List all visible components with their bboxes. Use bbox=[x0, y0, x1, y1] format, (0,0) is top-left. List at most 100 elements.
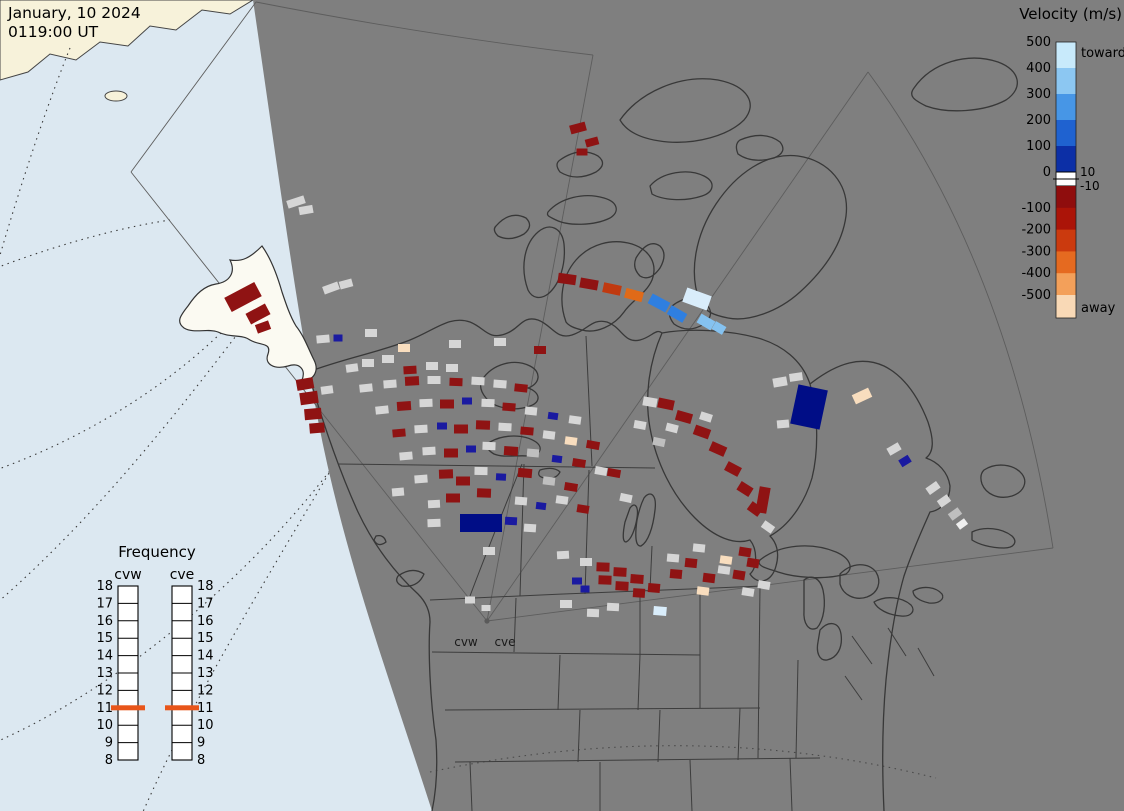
velocity-tick-label: -400 bbox=[1021, 266, 1051, 281]
frequency-tick-label: 16 bbox=[96, 614, 113, 629]
velocity-tick-label: -200 bbox=[1021, 223, 1051, 238]
frequency-tick-label: 15 bbox=[197, 631, 214, 646]
velocity-cell bbox=[440, 399, 454, 409]
velocity-cell bbox=[580, 585, 590, 593]
frequency-tick-label: 18 bbox=[197, 579, 214, 594]
small-island bbox=[104, 90, 128, 102]
velocity-cell bbox=[498, 422, 512, 432]
velocity-cell bbox=[446, 364, 458, 372]
velocity-cell bbox=[322, 281, 340, 295]
velocity-cell bbox=[426, 362, 438, 370]
velocity-cell bbox=[476, 488, 492, 498]
frequency-panel: Frequency cvw cve 1817161514131211109818… bbox=[96, 543, 213, 768]
velocity-cell bbox=[494, 338, 506, 346]
velocity-legend-title: Velocity (m/s) bbox=[1019, 5, 1122, 23]
velocity-zero-tick-label: 10 bbox=[1080, 165, 1095, 179]
velocity-cell bbox=[514, 496, 528, 506]
frequency-column-label-cve: cve bbox=[170, 567, 195, 583]
velocity-cell bbox=[556, 550, 570, 560]
velocity-cell bbox=[495, 473, 507, 481]
frequency-tick-label: 12 bbox=[197, 683, 214, 698]
velocity-cell bbox=[414, 424, 428, 434]
velocity-cell bbox=[746, 557, 760, 569]
velocity-colorbar-segment bbox=[1056, 94, 1076, 121]
velocity-colorbar-outline bbox=[1055, 41, 1077, 319]
frequency-tick-label: 8 bbox=[105, 753, 113, 768]
velocity-cell bbox=[633, 420, 647, 430]
velocity-cell bbox=[557, 272, 577, 286]
velocity-cell bbox=[955, 518, 969, 530]
frequency-tick-label: 13 bbox=[197, 666, 214, 681]
velocity-cell bbox=[475, 420, 491, 430]
velocity-tick-label: 100 bbox=[1026, 139, 1051, 154]
velocity-cell bbox=[396, 401, 412, 411]
velocity-cell bbox=[563, 482, 579, 492]
velocity-cell bbox=[692, 424, 712, 440]
velocity-cell bbox=[776, 419, 790, 429]
velocity-cell bbox=[647, 582, 661, 594]
velocity-cell bbox=[925, 480, 941, 496]
velocity-cell bbox=[576, 504, 590, 514]
velocity-tick-label: 200 bbox=[1026, 113, 1051, 128]
velocity-cell bbox=[584, 136, 600, 148]
velocity-cell bbox=[481, 605, 491, 611]
velocity-cell bbox=[657, 397, 675, 411]
velocity-cell bbox=[474, 466, 488, 476]
velocity-cell bbox=[692, 543, 706, 553]
velocity-cell bbox=[653, 605, 667, 617]
velocity-cell bbox=[789, 372, 803, 382]
velocity-tick-label: -500 bbox=[1021, 288, 1051, 303]
velocity-cell bbox=[560, 600, 572, 608]
velocity-cell bbox=[298, 204, 314, 216]
frequency-tick-label: 10 bbox=[197, 718, 214, 733]
velocity-cell bbox=[535, 501, 547, 511]
velocity-cell bbox=[437, 422, 447, 430]
velocity-cell bbox=[345, 363, 359, 373]
frequency-panel-title: Frequency bbox=[118, 543, 196, 561]
velocity-cell bbox=[365, 329, 377, 337]
frequency-marker bbox=[111, 705, 145, 711]
sunlit-landmass bbox=[0, 0, 254, 81]
velocity-cell bbox=[724, 461, 742, 477]
velocity-cell bbox=[630, 574, 644, 584]
velocity-cell bbox=[403, 365, 417, 375]
velocity-cell bbox=[598, 575, 612, 585]
radar-site-dot bbox=[484, 618, 490, 624]
time-line: 0119:00 UT bbox=[8, 23, 99, 41]
velocity-cell bbox=[422, 446, 436, 456]
radar-label-cve: cve bbox=[494, 635, 515, 649]
velocity-colorbar-segment bbox=[1056, 229, 1076, 252]
velocity-cell bbox=[449, 377, 463, 387]
velocity-tick-label: 400 bbox=[1026, 61, 1051, 76]
velocity-cell bbox=[619, 492, 633, 504]
velocity-cell bbox=[602, 282, 622, 296]
velocity-cell bbox=[419, 398, 433, 408]
velocity-cell bbox=[760, 520, 776, 534]
velocity-cell bbox=[375, 405, 389, 415]
frequency-tick-label: 14 bbox=[96, 649, 113, 664]
frequency-tick-label: 12 bbox=[96, 683, 113, 698]
frequency-tick-label: 17 bbox=[197, 596, 214, 611]
velocity-cell bbox=[446, 493, 460, 503]
away-label: away bbox=[1081, 301, 1116, 316]
velocity-cell bbox=[736, 481, 754, 497]
velocity-cell bbox=[466, 445, 476, 453]
velocity-tick-label: -300 bbox=[1021, 244, 1051, 259]
velocity-cell bbox=[295, 377, 315, 391]
velocity-cell bbox=[520, 426, 534, 436]
velocity-tick-label: 500 bbox=[1026, 35, 1051, 50]
velocity-cell bbox=[898, 454, 912, 468]
velocity-tick-label: -100 bbox=[1021, 201, 1051, 216]
frequency-tick-label: 18 bbox=[96, 579, 113, 594]
velocity-cell bbox=[542, 476, 556, 486]
velocity-cell bbox=[481, 398, 495, 408]
velocity-cell bbox=[699, 411, 713, 423]
velocity-cell bbox=[245, 303, 271, 325]
velocity-cell bbox=[534, 346, 546, 354]
velocity-cell bbox=[523, 523, 537, 533]
velocity-zero-tick-label: -10 bbox=[1080, 179, 1100, 193]
velocity-cells-layer bbox=[224, 121, 969, 618]
velocity-cell bbox=[732, 569, 746, 581]
velocity-colorbar-segment bbox=[1056, 273, 1076, 296]
velocity-cell bbox=[746, 501, 764, 517]
